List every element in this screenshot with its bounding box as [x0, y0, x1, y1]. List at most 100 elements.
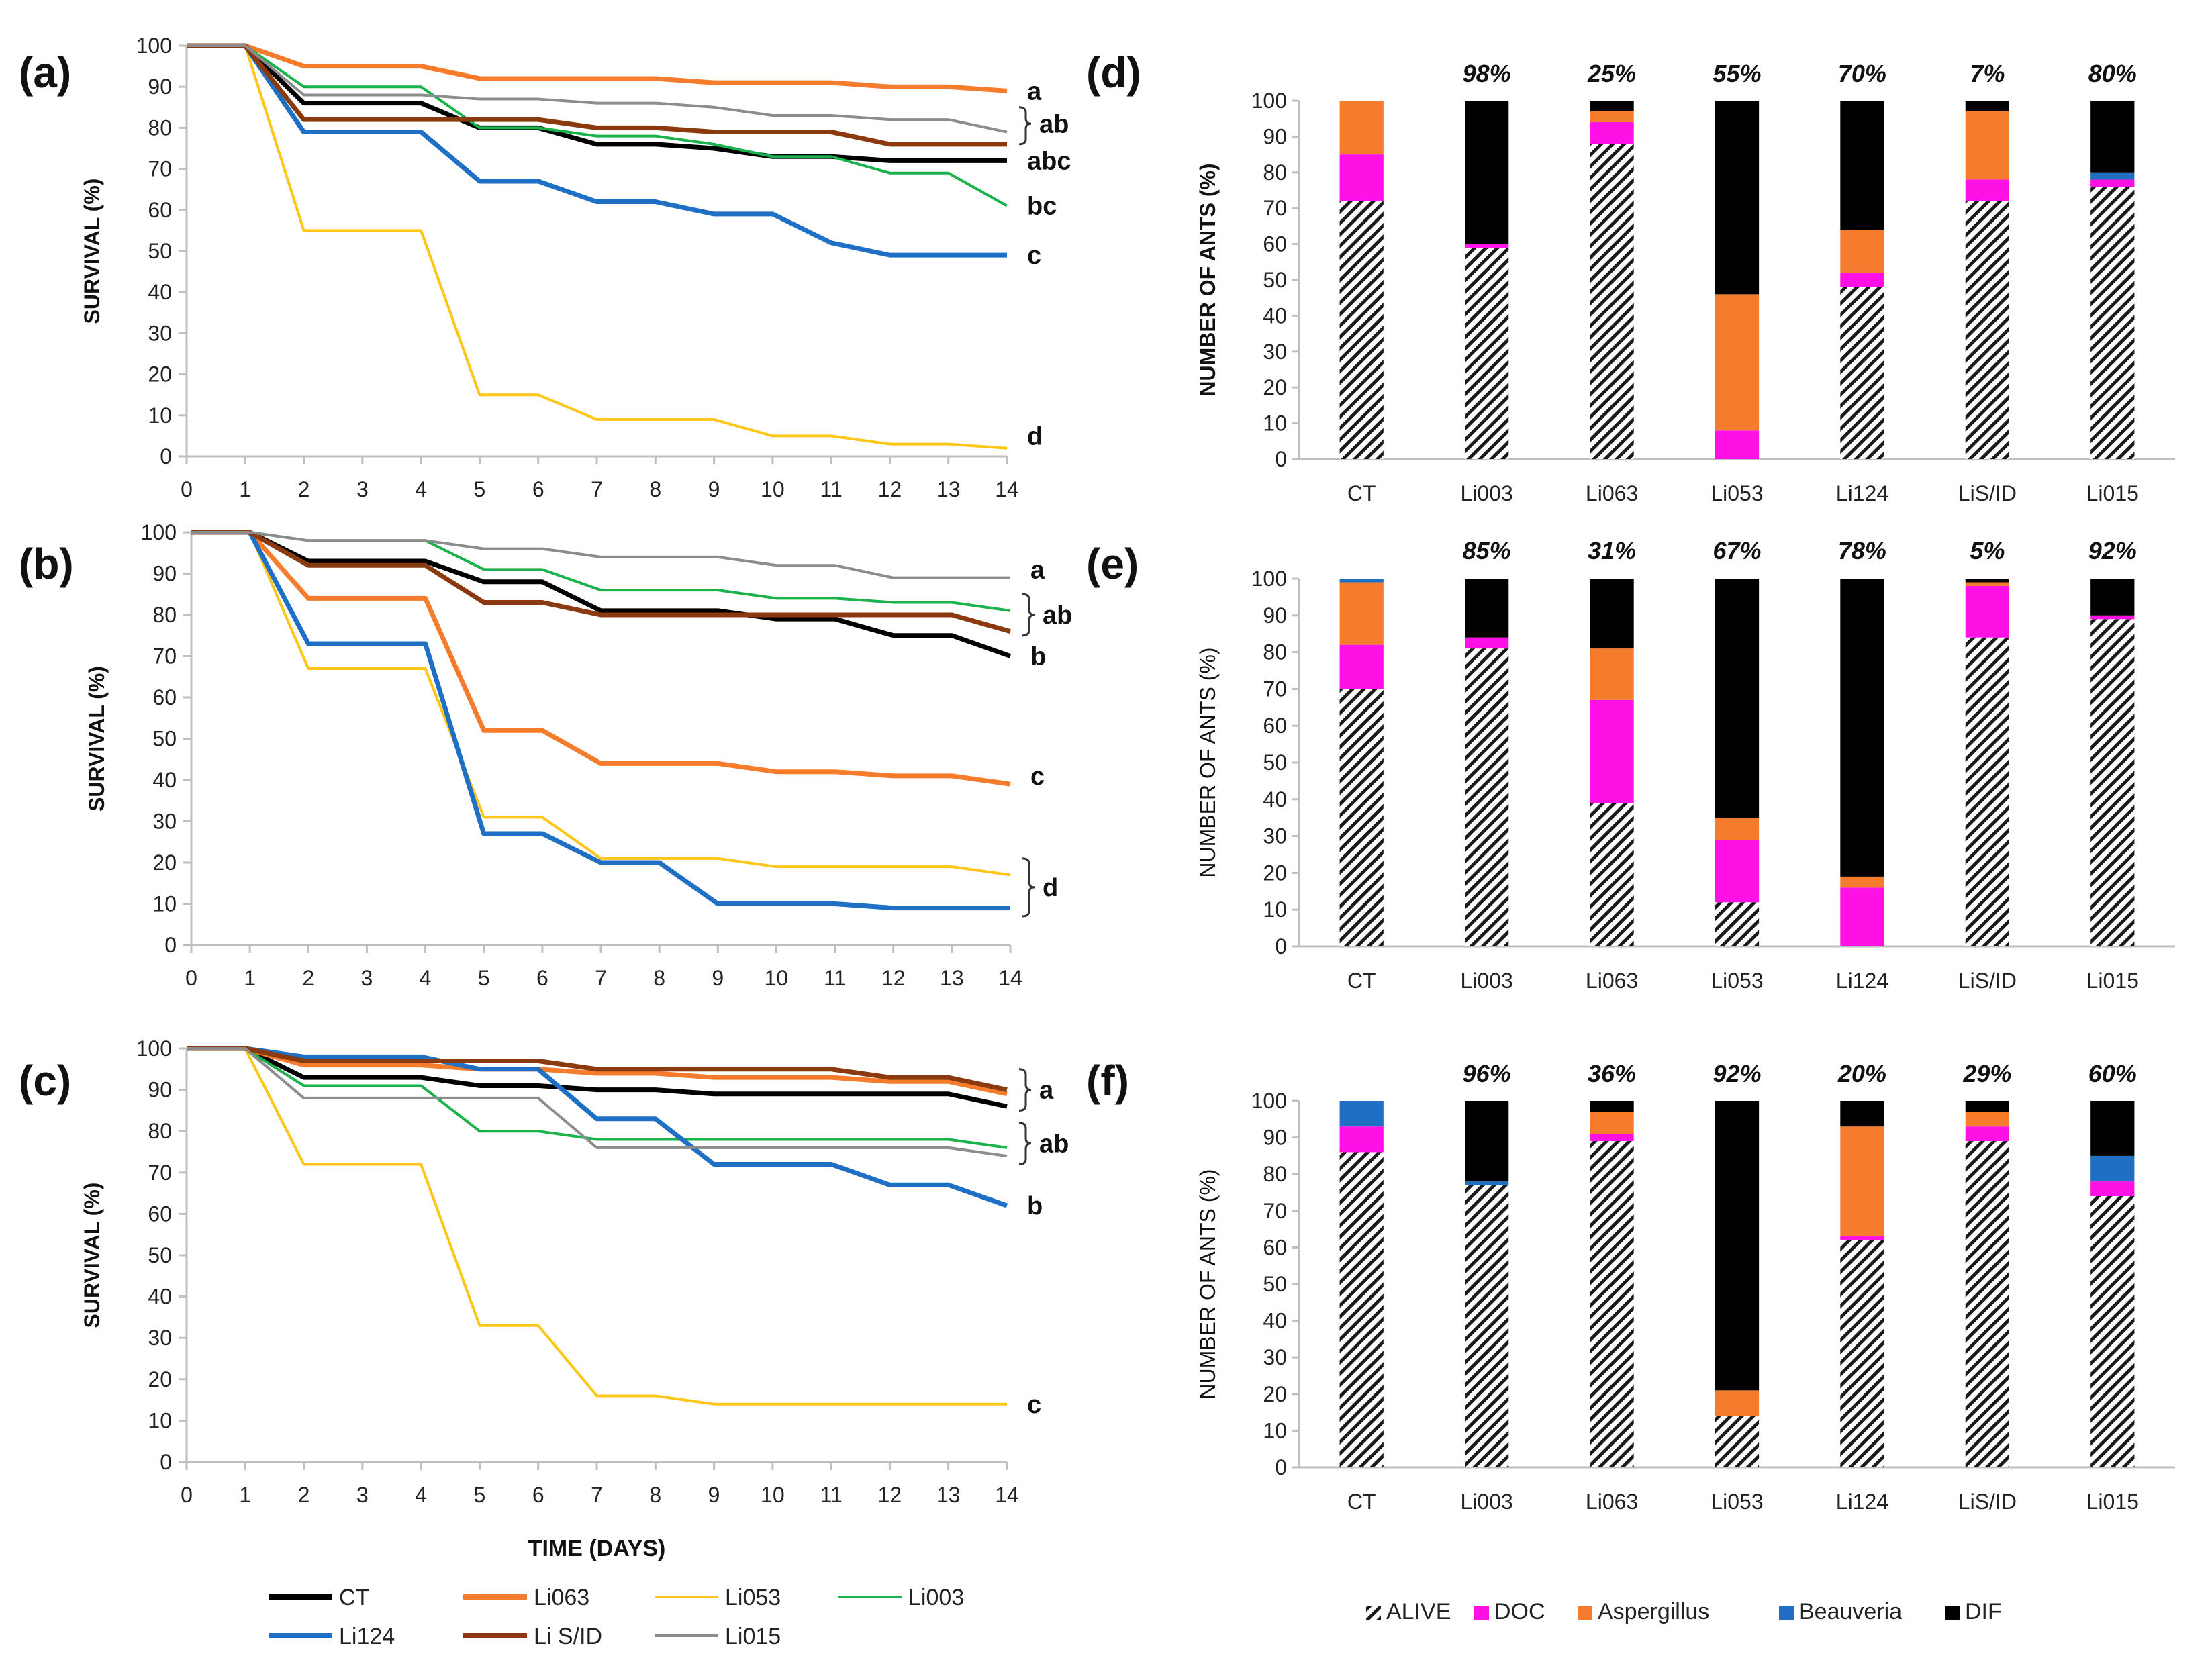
bar-segment-doc-li124	[1840, 273, 1884, 287]
panel-label: (b)	[19, 540, 74, 588]
y-tick-label: 90	[148, 1078, 172, 1102]
bar-segment-doc-li063	[1590, 699, 1634, 803]
series-line-li053	[187, 1047, 1007, 1406]
y-tick-label: 80	[148, 115, 172, 140]
bar-segment-dif-li015	[2090, 101, 2135, 173]
x-tick-label: 4	[415, 477, 427, 501]
bar-segment-doc-ct	[1339, 1126, 1384, 1153]
panel-label: (c)	[19, 1057, 71, 1105]
x-tick-label: 6	[536, 966, 548, 990]
x-tick-label: 5	[474, 1483, 486, 1507]
category-label: Li063	[1586, 1489, 1638, 1514]
bar-segment-alive-ct	[1339, 201, 1384, 459]
bar-segment-dif-li015	[2090, 579, 2135, 616]
percent-label: 92%	[2088, 537, 2137, 565]
bar-legend: ALIVE DOC Aspergillus Beauveria DIF	[1366, 1599, 2002, 1624]
group-letter: d	[1027, 422, 1043, 450]
percent-label: 70%	[1838, 60, 1886, 87]
legend-swatch	[1945, 1606, 1960, 1620]
category-label: Li053	[1711, 481, 1763, 505]
bar-segment-dif-li003	[1465, 579, 1509, 638]
bar-segment-alive-li063	[1590, 803, 1634, 946]
group-letter: a	[1039, 1077, 1054, 1105]
y-tick-label: 40	[152, 768, 177, 792]
x-tick-label: 10	[761, 477, 785, 501]
legend-label: Li124	[339, 1624, 395, 1649]
percent-label: 55%	[1713, 60, 1761, 87]
bar-segment-doc-li015	[2090, 1181, 2135, 1196]
bar-segment-doc-li015	[2090, 179, 2135, 187]
x-tick-label: 12	[878, 477, 902, 501]
bar-segment-aspergillus-li053	[1715, 1390, 1760, 1416]
y-axis-title: NUMBER OF ANTS (%)	[1196, 647, 1220, 877]
y-tick-label: 50	[148, 239, 172, 263]
group-bracket	[1018, 1122, 1032, 1165]
y-tick-label: 80	[1263, 1162, 1287, 1186]
y-tick-label: 90	[1263, 603, 1287, 628]
series-line-li063	[187, 43, 1008, 93]
x-tick-label: 1	[239, 1483, 251, 1507]
x-tick-label: 7	[591, 1483, 603, 1507]
bar-segment-aspergillus-ct	[1339, 101, 1384, 155]
x-tick-label: 11	[820, 477, 843, 501]
y-tick-label: 20	[152, 850, 177, 875]
legend-label: Beauveria	[1799, 1599, 1902, 1624]
bar-segment-doc-li003	[1465, 244, 1509, 248]
x-tick-label: 2	[302, 966, 314, 990]
bar-segment-dif-li015	[2090, 1101, 2135, 1156]
bar-chart-f: (f) 0 10 20 30 40 50 60 70 80 90 100 NUMBER OF ANTS …	[1086, 1057, 2175, 1514]
y-tick-label: 60	[148, 1202, 172, 1226]
y-tick-label: 100	[141, 520, 177, 544]
x-axis-title: TIME (DAYS)	[528, 1536, 666, 1561]
y-tick-label: 80	[148, 1119, 172, 1143]
y-tick-label: 80	[1263, 160, 1287, 185]
y-tick-label: 80	[152, 603, 177, 627]
bar-segment-doc-li003	[1465, 637, 1509, 649]
category-label: Li124	[1836, 1489, 1888, 1514]
legend-swatch	[1474, 1606, 1489, 1620]
percent-label: 5%	[1970, 537, 2005, 565]
bar-segment-doc-li053	[1715, 840, 1760, 903]
series-line-li124	[187, 43, 1007, 258]
y-tick-label: 50	[1263, 268, 1287, 292]
series-line-li015	[187, 1047, 1008, 1158]
bar-segment-dif-li053	[1715, 101, 1760, 295]
percent-label: 25%	[1587, 60, 1636, 87]
legend-swatch	[1366, 1606, 1381, 1620]
line-legend: CT Li063 Li053 Li003 Li124 Li S/ID Li015	[269, 1585, 964, 1649]
x-tick-label: 9	[708, 477, 720, 501]
bar-segment-alive-li124	[1840, 1240, 1884, 1467]
y-tick-label: 60	[1263, 1235, 1287, 1259]
y-tick-label: 30	[1263, 824, 1287, 848]
series-line-ct	[187, 1046, 1008, 1109]
y-tick-label: 70	[1263, 677, 1287, 701]
category-label: Li003	[1460, 481, 1512, 505]
x-tick-label: 5	[478, 966, 490, 990]
percent-label: 98%	[1463, 60, 1511, 87]
series-line-li-s-id	[191, 530, 1011, 634]
group-bracket	[1022, 857, 1035, 918]
y-tick-label: 90	[148, 75, 172, 99]
bar-chart-e: (e) 0 10 20 30 40 50 60 70 80 90 100 NUMBER OF ANTS …	[1086, 537, 2175, 993]
x-tick-label: 0	[181, 1483, 193, 1507]
y-axis-title: SURVIVAL (%)	[80, 179, 104, 324]
y-tick-label: 0	[1275, 447, 1287, 471]
series-line-li015	[191, 531, 1010, 579]
category-label: Li015	[2086, 1489, 2139, 1514]
y-tick-label: 60	[1263, 714, 1287, 738]
bar-segment-dif-li124	[1840, 101, 1884, 230]
x-tick-label: 4	[415, 1483, 427, 1507]
x-tick-label: 8	[653, 966, 665, 990]
bar-segment-dif-li124	[1840, 579, 1884, 877]
series-line-li124	[191, 530, 1010, 911]
category-label: Li053	[1711, 969, 1763, 993]
category-label: CT	[1347, 969, 1376, 993]
x-tick-label: 0	[181, 477, 193, 501]
series-line-li063	[191, 530, 1011, 787]
y-tick-label: 30	[148, 321, 172, 345]
bar-segment-alive-li053	[1715, 902, 1760, 946]
group-letter: ab	[1039, 1130, 1069, 1159]
y-tick-label: 70	[148, 1161, 172, 1185]
bar-segment-aspergillus-li063	[1590, 111, 1634, 123]
